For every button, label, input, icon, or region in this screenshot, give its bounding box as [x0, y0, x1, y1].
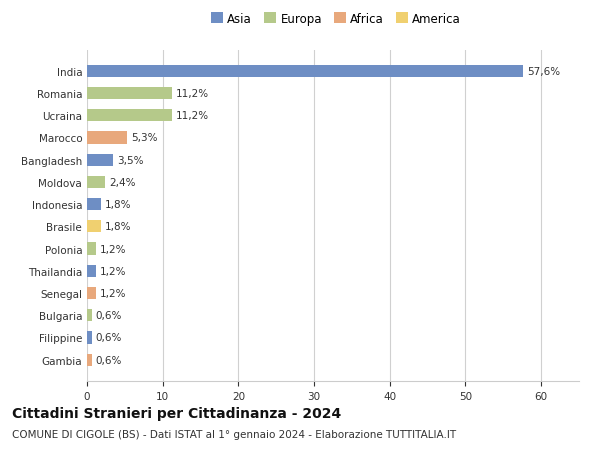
- Bar: [87, 88, 172, 100]
- Bar: [87, 354, 92, 366]
- Text: 57,6%: 57,6%: [527, 67, 560, 77]
- Text: 1,2%: 1,2%: [100, 266, 127, 276]
- Bar: [87, 132, 127, 144]
- Bar: [87, 265, 96, 277]
- Text: 1,8%: 1,8%: [104, 222, 131, 232]
- Bar: [87, 66, 523, 78]
- Text: 3,5%: 3,5%: [117, 155, 144, 165]
- Bar: [87, 110, 172, 122]
- Text: 1,2%: 1,2%: [100, 288, 127, 298]
- Text: 5,3%: 5,3%: [131, 133, 157, 143]
- Text: 11,2%: 11,2%: [176, 89, 209, 99]
- Bar: [87, 243, 96, 255]
- Text: Cittadini Stranieri per Cittadinanza - 2024: Cittadini Stranieri per Cittadinanza - 2…: [12, 406, 341, 420]
- Bar: [87, 176, 105, 189]
- Bar: [87, 287, 96, 299]
- Text: 1,2%: 1,2%: [100, 244, 127, 254]
- Text: 11,2%: 11,2%: [176, 111, 209, 121]
- Bar: [87, 154, 113, 167]
- Text: 2,4%: 2,4%: [109, 178, 136, 187]
- Text: 1,8%: 1,8%: [104, 200, 131, 210]
- Text: COMUNE DI CIGOLE (BS) - Dati ISTAT al 1° gennaio 2024 - Elaborazione TUTTITALIA.: COMUNE DI CIGOLE (BS) - Dati ISTAT al 1°…: [12, 429, 456, 439]
- Text: 0,6%: 0,6%: [95, 355, 122, 365]
- Bar: [87, 221, 101, 233]
- Bar: [87, 199, 101, 211]
- Text: 0,6%: 0,6%: [95, 333, 122, 343]
- Bar: [87, 331, 92, 344]
- Bar: [87, 309, 92, 322]
- Legend: Asia, Europa, Africa, America: Asia, Europa, Africa, America: [211, 13, 461, 26]
- Text: 0,6%: 0,6%: [95, 311, 122, 320]
